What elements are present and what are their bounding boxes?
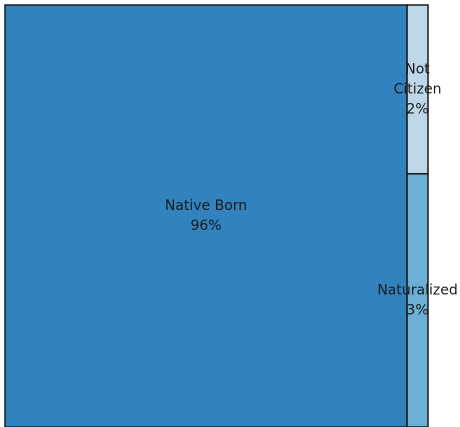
tile-label-line: Not [405, 61, 430, 77]
labels-layer: Native Born 96% Not Citizen 2% Naturalized 3% [165, 61, 458, 318]
tile-native-born [4, 4, 408, 427]
tile-label-native-born: Native Born 96% [165, 198, 247, 234]
tile-label-line: Native Born [165, 198, 247, 214]
tile-label-line: Naturalized [377, 282, 457, 298]
tile-label-line: 96% [190, 218, 221, 234]
tile-label-naturalized: Naturalized 3% [377, 282, 457, 318]
tile-naturalized [406, 173, 429, 427]
tile-label-line: 2% [406, 101, 428, 117]
tile-label-line: Citizen [394, 81, 442, 97]
tile-label-not-citizen: Not Citizen 2% [394, 61, 442, 117]
tile-label-line: 3% [406, 302, 428, 318]
tiles-layer [4, 4, 429, 427]
